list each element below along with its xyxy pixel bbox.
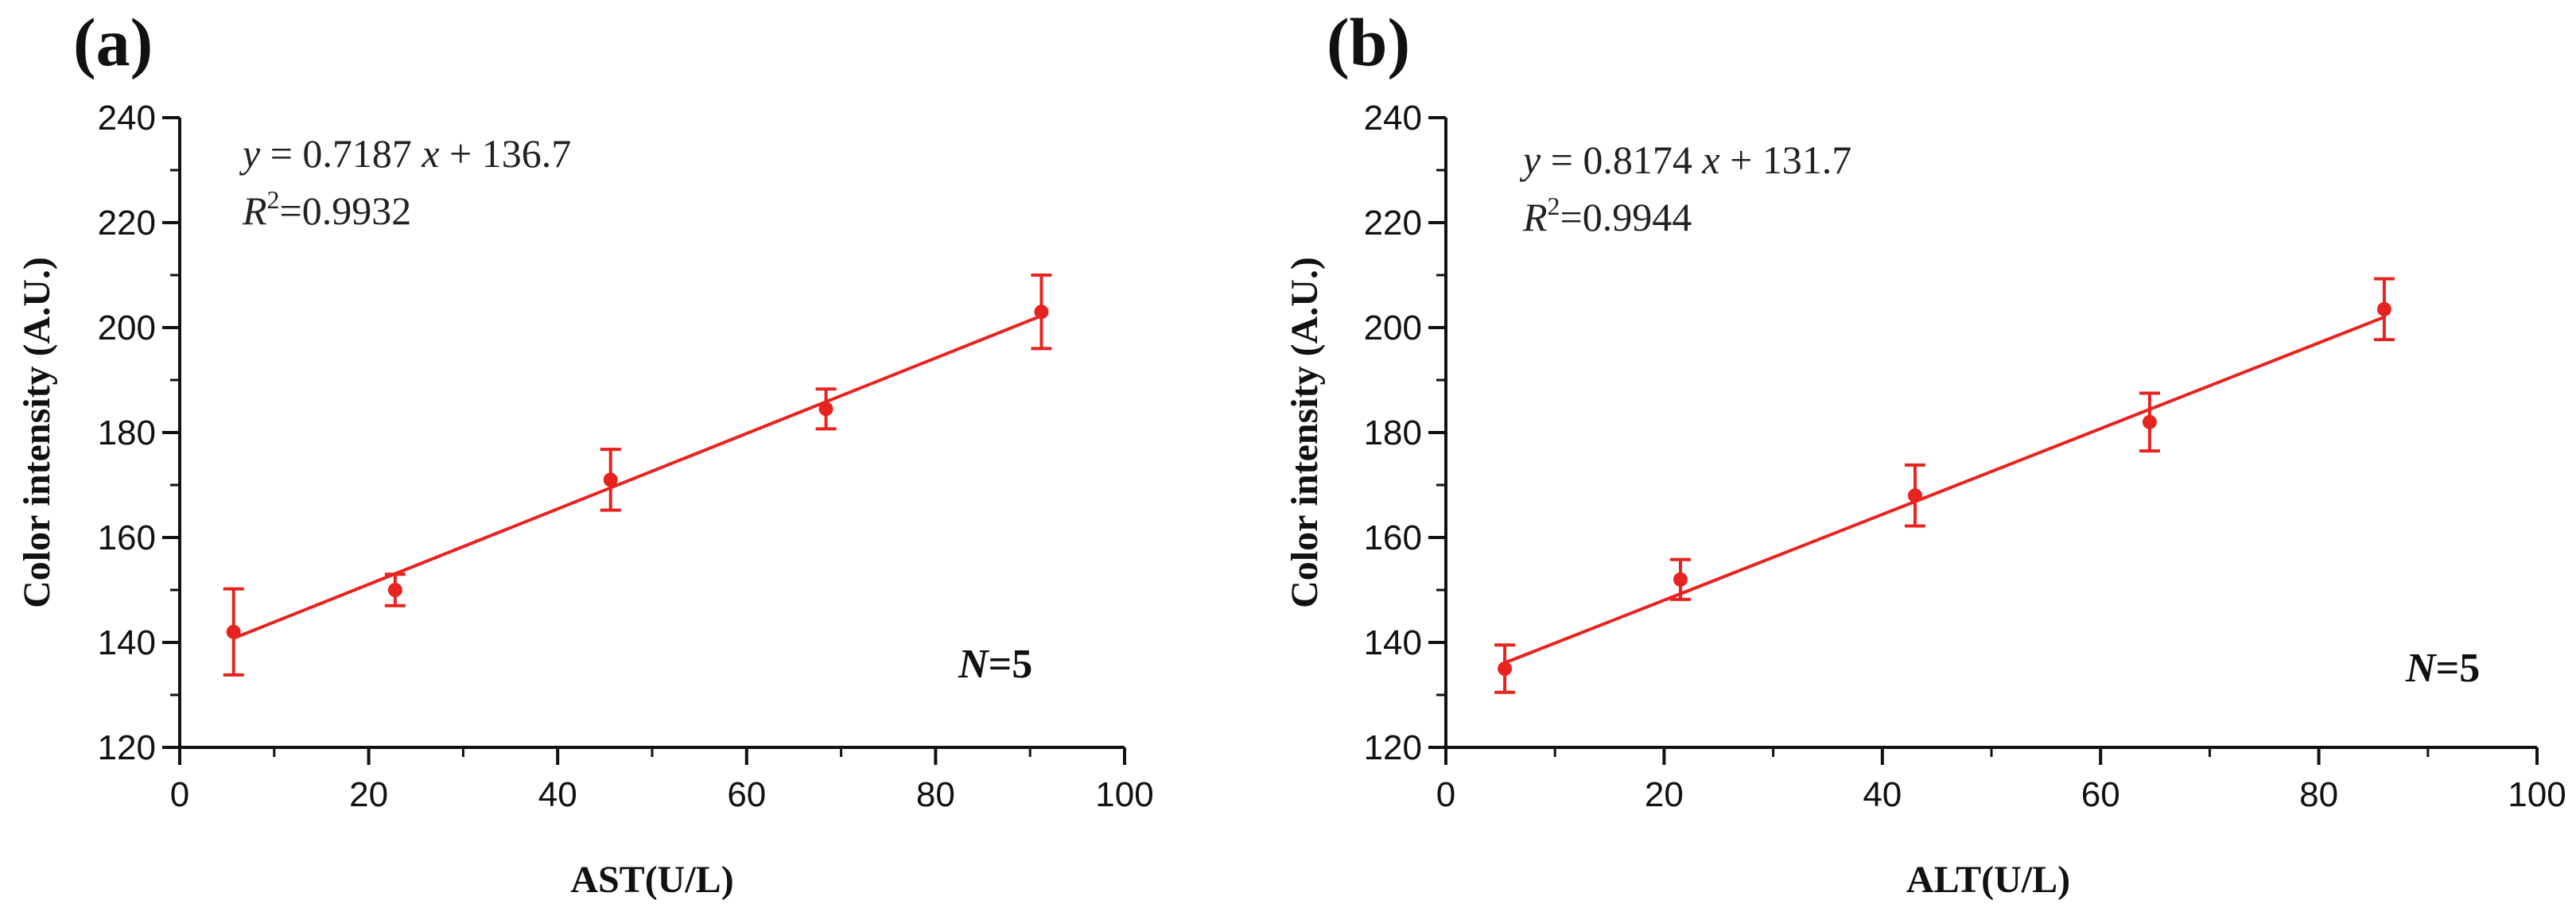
- eq-y-var: y: [1519, 138, 1541, 182]
- r2-superscript: 2: [267, 185, 280, 214]
- x-tick-label: 40: [538, 775, 577, 814]
- x-tick-label: 100: [2508, 775, 2566, 814]
- x-axis-title: AST(U/L): [570, 859, 733, 901]
- r2-value: =0.9932: [280, 188, 412, 233]
- y-tick-label: 120: [98, 728, 156, 767]
- y-axis-title: Color intensity (A.U.): [1284, 257, 1326, 608]
- x-tick-label: 60: [727, 775, 766, 814]
- data-point: [1034, 305, 1049, 320]
- eq-end: + 131.7: [1720, 138, 1852, 182]
- data-point: [1907, 488, 1922, 503]
- y-tick-label: 220: [98, 204, 156, 243]
- eq-x-var: x: [1701, 138, 1719, 182]
- data-point: [1498, 662, 1513, 676]
- eq-middle: = 0.7187: [260, 131, 422, 176]
- sample-size-label: N=5: [958, 642, 1032, 687]
- eq-middle: = 0.8174: [1541, 138, 1702, 182]
- sample-size-label: N=5: [2405, 646, 2480, 691]
- data-point: [387, 583, 402, 597]
- x-tick-label: 100: [1095, 775, 1153, 814]
- regression-equation: y = 0.8174 x + 131.7: [1519, 138, 1851, 182]
- data-point: [2376, 301, 2391, 316]
- eq-x-var: x: [421, 131, 439, 176]
- x-tick-label: 80: [2299, 775, 2338, 814]
- n-value: =5: [989, 642, 1033, 687]
- eq-y-var: y: [239, 131, 261, 176]
- x-tick-label: 60: [2081, 775, 2120, 814]
- regression-equation: y = 0.7187 x + 136.7: [239, 131, 571, 176]
- data-point: [2142, 414, 2157, 429]
- r2-base: R: [1522, 195, 1548, 239]
- y-tick-label: 140: [98, 623, 156, 662]
- y-tick-label: 200: [1364, 308, 1422, 347]
- x-tick-label: 0: [1436, 775, 1455, 814]
- data-point: [226, 624, 241, 639]
- x-tick-label: 20: [349, 775, 388, 814]
- y-axis-title: Color intensity (A.U.): [16, 257, 58, 608]
- n-value: =5: [2436, 646, 2481, 691]
- n-var: N: [2405, 646, 2438, 691]
- x-tick-label: 80: [916, 775, 955, 814]
- fit-line: [232, 314, 1043, 640]
- x-tick-label: 0: [170, 775, 189, 814]
- y-tick-label: 180: [1364, 413, 1422, 452]
- x-tick-label: 40: [1863, 775, 1902, 814]
- data-point: [603, 472, 618, 487]
- r2-superscript: 2: [1548, 192, 1560, 220]
- panel-label: (a): [73, 4, 153, 80]
- x-axis-title: ALT(U/L): [1906, 859, 2070, 901]
- fit-line: [1504, 315, 2385, 665]
- chart-panel-a: (a) 120 140 160 180 200 220 240 0 20 40 60 80 100 AST(…: [16, 4, 1154, 901]
- y-tick-label: 120: [1364, 728, 1422, 767]
- y-tick-label: 240: [1364, 99, 1422, 138]
- y-tick-label: 180: [98, 413, 156, 452]
- y-tick-label: 240: [98, 99, 156, 138]
- chart-panel-b: (b) 120 140 160 180 200 220 240 0 20 40 60 80 100 ALT(…: [1284, 4, 2566, 901]
- eq-end: + 136.7: [440, 131, 572, 176]
- y-tick-label: 160: [98, 518, 156, 557]
- panel-label: (b): [1327, 4, 1410, 80]
- y-tick-label: 220: [1364, 204, 1422, 243]
- data-point: [1673, 572, 1688, 587]
- y-tick-label: 140: [1364, 623, 1422, 662]
- r-squared: R2=0.9944: [1522, 192, 1692, 239]
- n-var: N: [958, 642, 990, 687]
- y-tick-label: 160: [1364, 518, 1422, 557]
- data-point: [818, 402, 833, 417]
- r2-value: =0.9944: [1560, 195, 1692, 239]
- y-tick-label: 200: [98, 308, 156, 347]
- x-tick-label: 20: [1645, 775, 1684, 814]
- r-squared: R2=0.9932: [242, 185, 411, 233]
- r2-base: R: [242, 188, 267, 233]
